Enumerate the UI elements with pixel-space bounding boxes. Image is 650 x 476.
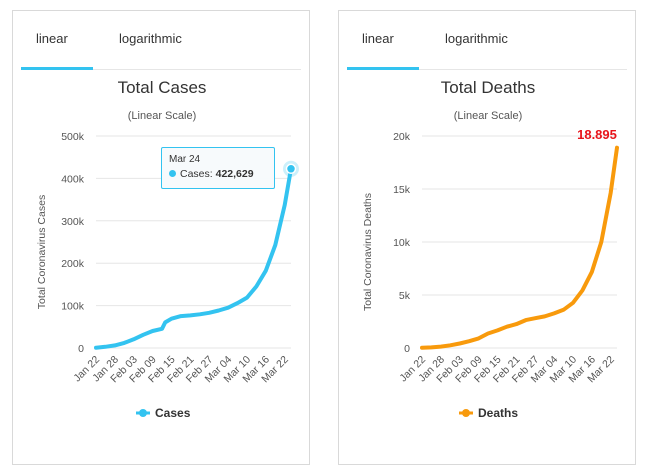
y-tick-label: 200k bbox=[61, 258, 85, 270]
y-axis-label: Total Coronavirus Cases bbox=[36, 195, 48, 309]
active-tab-indicator bbox=[347, 67, 419, 70]
chart-title: Total Cases bbox=[118, 78, 207, 97]
chart-legend[interactable]: Cases bbox=[136, 406, 191, 420]
active-tab-indicator bbox=[21, 67, 93, 70]
y-tick-label: 10k bbox=[393, 237, 411, 249]
latest-deaths-annotation: 18.895 bbox=[577, 127, 617, 142]
tooltip-series-dot bbox=[169, 170, 176, 177]
scale-tabs: linear logarithmic bbox=[347, 25, 627, 70]
chart-title: Total Deaths bbox=[441, 78, 536, 97]
legend-deaths-label: Deaths bbox=[478, 406, 518, 420]
tab-linear[interactable]: linear bbox=[362, 31, 394, 46]
chart-subtitle: (Linear Scale) bbox=[454, 110, 522, 122]
chart-subtitle: (Linear Scale) bbox=[128, 110, 196, 122]
legend-cases-marker bbox=[139, 409, 147, 417]
y-tick-label: 20k bbox=[393, 131, 411, 143]
y-axis-label: Total Coronavirus Deaths bbox=[362, 193, 374, 311]
tab-logarithmic[interactable]: logarithmic bbox=[119, 31, 182, 46]
y-tick-label: 400k bbox=[61, 173, 85, 185]
chart-legend[interactable]: Deaths bbox=[459, 406, 518, 420]
tab-logarithmic[interactable]: logarithmic bbox=[445, 31, 508, 46]
total-deaths-panel: linear logarithmic Total Deaths (Linear … bbox=[338, 10, 636, 465]
hover-point bbox=[285, 163, 297, 175]
cases-tooltip: Mar 24 Cases: 422,629 bbox=[161, 147, 275, 189]
y-tick-label: 15k bbox=[393, 184, 411, 196]
scale-tabs: linear logarithmic bbox=[21, 25, 301, 70]
tooltip-date: Mar 24 bbox=[169, 154, 201, 165]
legend-deaths-marker bbox=[462, 409, 470, 417]
y-tick-label: 500k bbox=[61, 131, 85, 143]
series-line-deaths bbox=[420, 145, 619, 350]
y-tick-label: 5k bbox=[399, 290, 411, 302]
y-tick-label: 300k bbox=[61, 216, 85, 228]
legend-cases-label: Cases bbox=[155, 406, 191, 420]
tooltip-series-name: Cases bbox=[180, 168, 210, 180]
total-cases-panel: linear logarithmic Total Cases (Linear S… bbox=[12, 10, 310, 465]
y-tick-label: 100k bbox=[61, 301, 85, 313]
tab-linear[interactable]: linear bbox=[36, 31, 68, 46]
series-line-cases bbox=[94, 166, 293, 350]
y-tick-label: 0 bbox=[404, 343, 410, 355]
y-tick-label: 0 bbox=[78, 343, 84, 355]
total-deaths-chart: Total Deaths (Linear Scale) Total Corona… bbox=[362, 78, 619, 420]
tooltip-value: 422,629 bbox=[215, 168, 254, 180]
total-cases-chart: Total Cases (Linear Scale) Total Coronav… bbox=[36, 78, 299, 420]
